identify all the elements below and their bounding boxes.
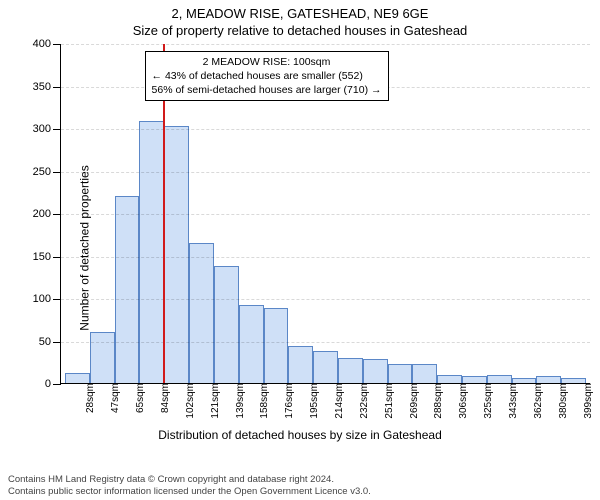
y-tick-label: 350 (33, 81, 61, 93)
bar (462, 376, 487, 383)
x-tick-label: 121sqm (206, 383, 221, 419)
x-tick-label: 102sqm (181, 383, 196, 419)
footer-line-1: Contains HM Land Registry data © Crown c… (8, 474, 600, 486)
x-tick-label: 362sqm (529, 383, 544, 419)
x-tick-label: 84sqm (156, 383, 171, 413)
page-title-address: 2, MEADOW RISE, GATESHEAD, NE9 6GE (0, 6, 600, 23)
bar (214, 266, 239, 383)
x-tick-label: 380sqm (554, 383, 569, 419)
y-tick-label: 250 (33, 166, 61, 178)
bar (487, 375, 512, 384)
grid-line (61, 299, 590, 300)
bar (189, 243, 214, 383)
y-tick-label: 400 (33, 38, 61, 50)
x-tick-label: 47sqm (106, 383, 121, 413)
y-tick-label: 200 (33, 208, 61, 220)
annotation-box: 2 MEADOW RISE: 100sqm← 43% of detached h… (145, 51, 389, 102)
y-tick-label: 50 (39, 336, 61, 348)
x-tick-label: 232sqm (355, 383, 370, 419)
y-tick-label: 100 (33, 293, 61, 305)
x-tick-label: 269sqm (405, 383, 420, 419)
plot-area: 05010015020025030035040028sqm47sqm65sqm8… (60, 44, 590, 384)
x-tick-label: 399sqm (579, 383, 594, 419)
page-subtitle: Size of property relative to detached ho… (0, 23, 600, 40)
footer-line-2: Contains public sector information licen… (8, 486, 600, 498)
footer-attribution: Contains HM Land Registry data © Crown c… (0, 474, 600, 498)
bar (90, 332, 115, 383)
x-tick-label: 325sqm (479, 383, 494, 419)
bar (164, 126, 189, 383)
x-tick-label: 139sqm (231, 383, 246, 419)
x-tick-label: 251sqm (380, 383, 395, 419)
x-tick-label: 214sqm (330, 383, 345, 419)
x-tick-label: 195sqm (305, 383, 320, 419)
x-tick-label: 28sqm (81, 383, 96, 413)
bar (65, 373, 90, 383)
x-tick-label: 343sqm (504, 383, 519, 419)
bar (388, 364, 413, 383)
grid-line (61, 342, 590, 343)
grid-line (61, 129, 590, 130)
x-tick-label: 158sqm (255, 383, 270, 419)
bar (288, 346, 313, 383)
x-tick-label: 306sqm (454, 383, 469, 419)
grid-line (61, 172, 590, 173)
grid-line (61, 44, 590, 45)
x-tick-label: 288sqm (429, 383, 444, 419)
bar (338, 358, 363, 384)
bar (412, 364, 437, 383)
grid-line (61, 214, 590, 215)
bar (139, 121, 164, 383)
annotation-line: 2 MEADOW RISE: 100sqm (152, 55, 382, 69)
x-tick-label: 65sqm (131, 383, 146, 413)
y-tick-label: 150 (33, 251, 61, 263)
bar (437, 375, 462, 384)
bar (536, 376, 561, 383)
y-tick-label: 0 (45, 378, 61, 390)
x-axis-label: Distribution of detached houses by size … (0, 428, 600, 442)
bar (313, 351, 338, 383)
bar (363, 359, 388, 383)
chart-container: Number of detached properties 0501001502… (0, 44, 600, 452)
y-tick-label: 300 (33, 123, 61, 135)
bar (239, 305, 264, 383)
x-tick-label: 176sqm (280, 383, 295, 419)
grid-line (61, 257, 590, 258)
annotation-line: ← 43% of detached houses are smaller (55… (152, 69, 382, 83)
bar (115, 196, 140, 383)
annotation-line: 56% of semi-detached houses are larger (… (152, 83, 382, 97)
bar (264, 308, 289, 383)
